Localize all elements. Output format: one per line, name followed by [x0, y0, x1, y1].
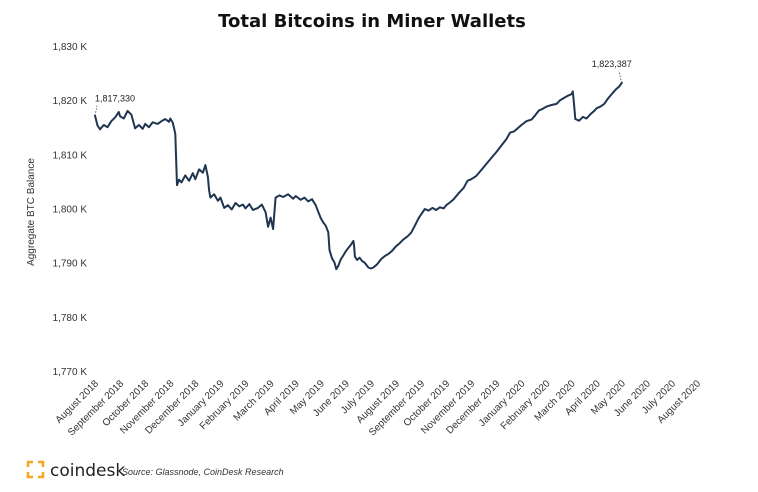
brand-name: coindesk: [50, 461, 125, 481]
coindesk-logo-icon: [26, 460, 45, 479]
y-tick-label: 1,770 K: [53, 367, 88, 378]
annotations: 1,817,330 1,823,387: [94, 59, 632, 116]
series-line-miner-wallets: [94, 81, 623, 271]
annotation-leader: [618, 70, 623, 83]
data-label: 1,817,330: [95, 94, 135, 104]
y-tick-label: 1,800 K: [53, 205, 88, 216]
chart-title: Total Bitcoins in Miner Wallets: [218, 11, 526, 32]
y-tick-label: 1,830 K: [53, 42, 88, 53]
y-tick-label: 1,820 K: [53, 96, 88, 107]
source-note: Source: Glassnode, CoinDesk Research: [122, 467, 284, 477]
annotation-leader: [94, 105, 98, 116]
footer: coindesk Source: Glassnode, CoinDesk Res…: [26, 460, 284, 481]
data-label: 1,823,387: [592, 59, 632, 69]
y-axis-ticks: 1,830 K 1,820 K 1,810 K 1,800 K 1,790 K 1,780…: [53, 42, 88, 378]
y-axis-label: Aggregate BTC Balance: [26, 158, 37, 266]
y-tick-label: 1,780 K: [53, 313, 88, 324]
y-tick-label: 1,790 K: [53, 259, 88, 270]
y-tick-label: 1,810 K: [53, 150, 88, 161]
